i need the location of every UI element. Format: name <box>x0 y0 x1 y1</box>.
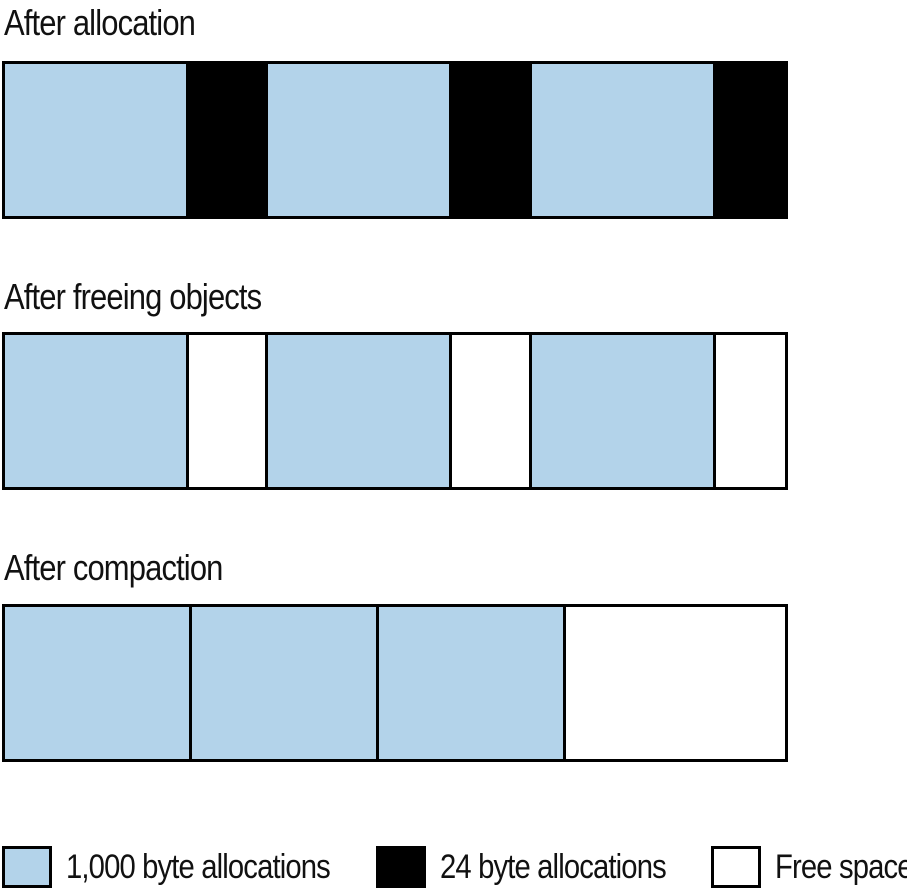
large-allocation-block <box>5 607 190 759</box>
memory-bar-after-compaction <box>2 604 788 762</box>
legend-item-large-allocation: 1,000 byte allocations <box>2 843 373 891</box>
stage-title-after-freeing-objects: After freeing objects <box>4 276 262 317</box>
stage-title-after-allocation: After allocation <box>4 2 196 43</box>
legend-swatch-large-allocation <box>2 846 52 888</box>
legend-item-small-allocation: 24 byte allocations <box>376 843 703 891</box>
small-allocation-block <box>185 64 266 216</box>
large-allocation-block <box>189 607 377 759</box>
legend-item-free-space: Free space <box>711 843 907 891</box>
free-space-block <box>712 335 785 487</box>
stage-title-after-compaction: After compaction <box>4 547 223 588</box>
memory-bar-after-allocation <box>2 61 788 219</box>
legend-swatch-small-allocation <box>376 846 426 888</box>
large-allocation-block <box>5 64 186 216</box>
free-space-block <box>449 335 529 487</box>
legend-label-free-space: Free space <box>775 848 907 886</box>
small-allocation-block <box>712 64 785 216</box>
large-allocation-block <box>376 607 564 759</box>
large-allocation-block <box>5 335 186 487</box>
memory-bar-after-freeing-objects <box>2 332 788 490</box>
legend-swatch-free-space <box>711 846 761 888</box>
free-space-block <box>185 335 266 487</box>
free-space-block <box>563 607 785 759</box>
large-allocation-block <box>265 64 450 216</box>
legend: 1,000 byte allocations 24 byte allocatio… <box>0 843 907 891</box>
legend-label-large-allocation: 1,000 byte allocations <box>66 848 331 886</box>
legend-label-small-allocation: 24 byte allocations <box>440 848 667 886</box>
large-allocation-block <box>528 64 713 216</box>
large-allocation-block <box>528 335 713 487</box>
small-allocation-block <box>449 64 529 216</box>
large-allocation-block <box>265 335 450 487</box>
